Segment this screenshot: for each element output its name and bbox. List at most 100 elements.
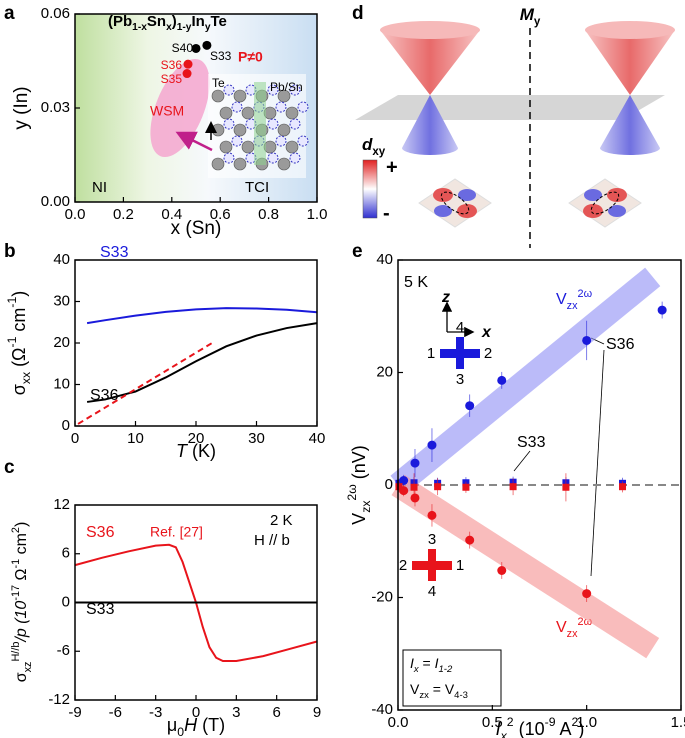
cone — [402, 95, 458, 155]
contact-bar — [456, 337, 464, 369]
atom — [267, 84, 279, 96]
y-tick-label: 0 — [62, 593, 70, 610]
y-axis-label: σxzH//b/p (10-17 Ω-1 cm2) — [10, 522, 34, 683]
plot-frame — [74, 504, 318, 701]
contact-label: 4 — [428, 583, 436, 600]
x-tick-label: 30 — [248, 430, 265, 447]
series-label: S36 — [90, 387, 119, 404]
y-tick-label: 0.00 — [41, 193, 70, 210]
lobe — [583, 204, 603, 218]
polar-arrow — [254, 82, 266, 165]
legend-text: 4-3 — [454, 690, 468, 701]
legend-text: = — [419, 655, 435, 671]
legend-text: V — [410, 681, 420, 697]
x-tick-label: -3 — [149, 704, 162, 721]
fit-band — [391, 474, 660, 659]
y-tick-label: -20 — [371, 588, 393, 605]
atom — [231, 135, 243, 147]
marker — [183, 59, 193, 69]
marker — [427, 510, 437, 520]
chart-title: 1-x — [132, 22, 147, 33]
marker — [395, 483, 403, 491]
y-tick-label: 0 — [385, 476, 393, 493]
pointer — [590, 349, 605, 577]
atom — [289, 118, 301, 130]
y-tick-label: 6 — [62, 545, 70, 562]
x-axis-label: 2 — [572, 715, 579, 729]
line — [86, 322, 318, 403]
annotation: P≠0 — [238, 49, 263, 65]
y-tick-label: 0.03 — [41, 99, 70, 116]
x-tick-label: 0.5 — [482, 714, 503, 731]
cone — [585, 21, 675, 39]
contacts — [402, 301, 605, 707]
mirror-label: M — [520, 5, 535, 24]
chart-title: ) — [172, 13, 177, 30]
y-tick-label: 0 — [62, 417, 70, 434]
y-tick-label: 0.06 — [41, 5, 70, 22]
atom — [223, 118, 235, 130]
y-axis-label: xx — [19, 372, 33, 384]
x-axis-label: I — [496, 719, 501, 738]
y-axis-label: ) — [13, 522, 30, 527]
x-axis-label: 2 — [507, 715, 514, 729]
x-tick-label: 20 — [188, 430, 205, 447]
y-axis-label: -1 — [5, 297, 19, 308]
y-axis-label: cm — [13, 533, 30, 559]
atom — [219, 140, 233, 154]
atom — [289, 152, 301, 164]
x-tick-label: 1.5 — [671, 714, 685, 731]
marker — [509, 483, 517, 491]
contact-label: 2 — [484, 345, 492, 362]
marker — [182, 69, 192, 79]
annotation: 2 K — [270, 512, 293, 529]
y-tick-label: 12 — [53, 496, 70, 513]
y-axis-label: V — [349, 513, 369, 525]
cone — [585, 30, 675, 95]
x-tick-label: 0.0 — [388, 714, 409, 731]
series-label: S35 — [161, 72, 183, 86]
marker — [202, 40, 212, 50]
marker — [465, 535, 475, 545]
plus: + — [386, 156, 398, 178]
cone — [380, 21, 480, 39]
atom — [211, 123, 225, 137]
contact-label: 1 — [456, 557, 464, 574]
y-axis-label: (Ω — [9, 347, 29, 371]
x-axis-label: ) — [578, 719, 584, 738]
marker — [410, 493, 420, 503]
axis-name: z — [441, 289, 450, 306]
marker — [497, 375, 507, 385]
contact-label: 3 — [428, 531, 436, 548]
atom — [223, 84, 235, 96]
annotation: 5 K — [404, 274, 428, 291]
atom — [277, 89, 291, 103]
cone — [600, 95, 660, 155]
x-axis-label: T (K) — [176, 441, 216, 461]
series-label: S36 — [606, 336, 635, 353]
series-label: S33 — [100, 244, 129, 261]
x-tick-label: 1.0 — [307, 206, 328, 223]
contact-label: 1 — [427, 345, 435, 362]
region-label: TCI — [245, 179, 269, 196]
marker — [619, 483, 627, 491]
tile — [568, 178, 642, 228]
panel-letter: c — [4, 457, 15, 478]
panel-letter: a — [4, 3, 15, 24]
contact-label: 3 — [456, 371, 464, 388]
y-axis-label: σxx (Ω-1 cm-1) — [5, 291, 33, 396]
legend-text: 1-2 — [439, 664, 453, 675]
x-tick-label: 0 — [192, 704, 200, 721]
legend-text: zx — [419, 690, 429, 701]
tile — [418, 178, 492, 228]
x-tick-label: 0.0 — [65, 206, 86, 223]
colorbar — [362, 159, 378, 219]
region-label: NI — [92, 179, 107, 196]
annotation: H // b — [254, 532, 290, 549]
legend-text: Vzx = V4-3 — [410, 681, 468, 701]
y-axis-label: xz — [22, 662, 34, 673]
x-tick-label: 0.8 — [258, 206, 279, 223]
atom — [277, 157, 291, 171]
chart-title: x — [166, 22, 172, 33]
atom — [289, 84, 301, 96]
